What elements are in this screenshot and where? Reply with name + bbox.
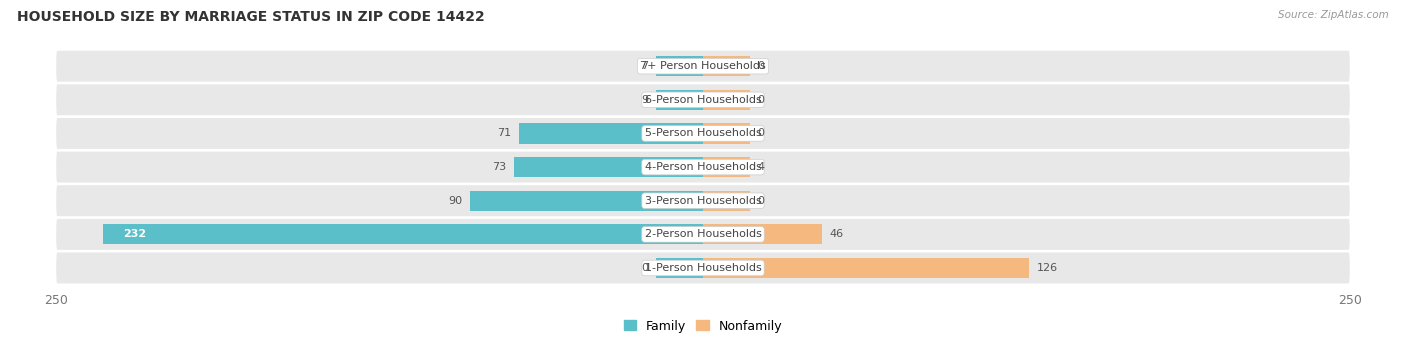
Text: 5-Person Households: 5-Person Households bbox=[644, 129, 762, 138]
Bar bbox=[703, 191, 749, 211]
Bar bbox=[470, 191, 703, 211]
FancyBboxPatch shape bbox=[56, 152, 1350, 182]
Legend: Family, Nonfamily: Family, Nonfamily bbox=[619, 315, 787, 338]
Bar bbox=[703, 56, 749, 76]
FancyBboxPatch shape bbox=[56, 118, 1350, 149]
Text: 2-Person Households: 2-Person Households bbox=[644, 229, 762, 239]
Bar bbox=[703, 90, 749, 110]
Bar bbox=[703, 258, 1029, 278]
FancyBboxPatch shape bbox=[56, 219, 1350, 250]
Text: 0: 0 bbox=[758, 196, 765, 206]
Text: 6-Person Households: 6-Person Households bbox=[644, 95, 762, 105]
Text: 4-Person Households: 4-Person Households bbox=[644, 162, 762, 172]
Text: 0: 0 bbox=[641, 263, 648, 273]
Text: Source: ZipAtlas.com: Source: ZipAtlas.com bbox=[1278, 10, 1389, 20]
Text: 0: 0 bbox=[758, 95, 765, 105]
Text: 7+ Person Households: 7+ Person Households bbox=[640, 61, 766, 71]
Bar bbox=[515, 157, 703, 177]
Text: 73: 73 bbox=[492, 162, 506, 172]
FancyBboxPatch shape bbox=[56, 253, 1350, 283]
Text: 0: 0 bbox=[758, 61, 765, 71]
Text: 126: 126 bbox=[1036, 263, 1057, 273]
Bar bbox=[519, 123, 703, 144]
Text: 71: 71 bbox=[498, 129, 512, 138]
Bar bbox=[703, 157, 749, 177]
Text: 3-Person Households: 3-Person Households bbox=[644, 196, 762, 206]
Bar bbox=[103, 224, 703, 244]
Text: HOUSEHOLD SIZE BY MARRIAGE STATUS IN ZIP CODE 14422: HOUSEHOLD SIZE BY MARRIAGE STATUS IN ZIP… bbox=[17, 10, 485, 24]
FancyBboxPatch shape bbox=[56, 185, 1350, 216]
Text: 4: 4 bbox=[758, 162, 765, 172]
Text: 46: 46 bbox=[830, 229, 844, 239]
Text: 0: 0 bbox=[758, 129, 765, 138]
Bar bbox=[703, 224, 823, 244]
Text: 1-Person Households: 1-Person Households bbox=[644, 263, 762, 273]
Text: 232: 232 bbox=[124, 229, 146, 239]
Bar bbox=[703, 123, 749, 144]
Bar bbox=[657, 90, 703, 110]
Text: 9: 9 bbox=[641, 95, 648, 105]
Bar bbox=[657, 258, 703, 278]
FancyBboxPatch shape bbox=[56, 84, 1350, 115]
Text: 7: 7 bbox=[641, 61, 648, 71]
FancyBboxPatch shape bbox=[56, 51, 1350, 81]
Bar bbox=[657, 56, 703, 76]
Text: 90: 90 bbox=[449, 196, 463, 206]
